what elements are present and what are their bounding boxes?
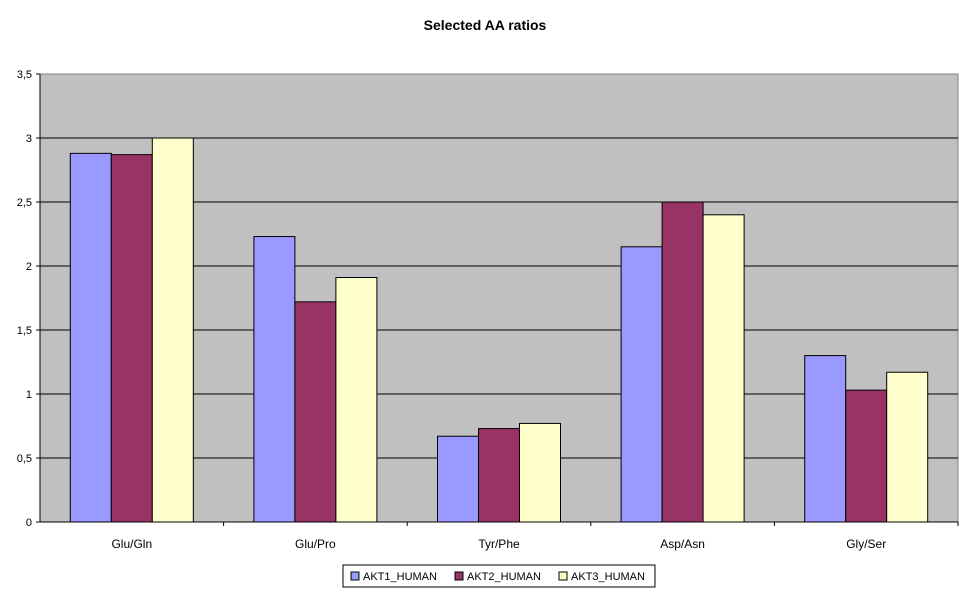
- legend-box: [342, 564, 656, 588]
- x-tick-label: Gly/Ser: [846, 537, 886, 551]
- y-tick-label: 1: [26, 389, 32, 401]
- y-tick-label: 2: [26, 261, 32, 273]
- legend-label: AKT1_HUMAN: [363, 571, 437, 583]
- y-tick-label: 3,5: [17, 69, 32, 81]
- y-tick-label: 1,5: [17, 325, 32, 337]
- bar-akt2-human-3: [661, 201, 704, 523]
- x-tick-label: Asp/Asn: [660, 537, 705, 551]
- bar-akt1-human-3: [620, 246, 663, 523]
- bar-akt3-human-4: [886, 371, 929, 523]
- y-tick-label: 0: [26, 517, 32, 529]
- x-tick-label: Tyr/Phe: [478, 537, 520, 551]
- bar-akt2-human-2: [478, 428, 520, 523]
- legend-swatch: [558, 571, 568, 581]
- legend-label: AKT3_HUMAN: [571, 571, 645, 583]
- y-tick-label: 0,5: [17, 453, 32, 465]
- legend: AKT1_HUMAN AKT2_HUMAN AKT3_HUMAN: [342, 564, 656, 588]
- bar-akt2-human-4: [845, 389, 888, 523]
- bar-akt1-human-4: [804, 355, 847, 523]
- bar-akt3-human-0: [151, 137, 194, 523]
- legend-label: AKT2_HUMAN: [467, 571, 541, 583]
- legend-swatch: [350, 571, 360, 581]
- bar-akt2-human-0: [110, 154, 153, 523]
- bar-akt2-human-1: [294, 301, 337, 523]
- chart-title: Selected AA ratios: [424, 17, 547, 33]
- y-tick-label: 3: [26, 133, 32, 145]
- bar-akt1-human-0: [69, 152, 112, 523]
- y-tick-label: 2,5: [17, 197, 32, 209]
- bar-akt3-human-1: [335, 277, 378, 523]
- bar-akt1-human-2: [437, 435, 479, 523]
- bar-akt3-human-2: [519, 422, 561, 523]
- legend-swatch: [454, 571, 464, 581]
- bar-akt3-human-3: [702, 214, 745, 523]
- x-tick-label: Glu/Gln: [111, 537, 152, 551]
- bar-akt1-human-1: [253, 236, 296, 523]
- x-tick-label: Glu/Pro: [295, 537, 336, 551]
